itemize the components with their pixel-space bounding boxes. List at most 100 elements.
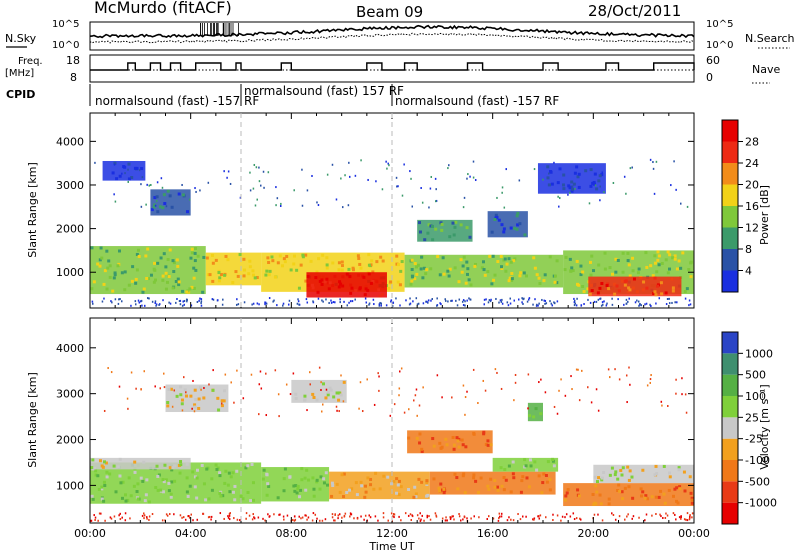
noise-cell <box>651 514 653 517</box>
data-cell <box>186 210 190 214</box>
data-cell <box>511 472 515 476</box>
data-cell <box>249 499 253 503</box>
time-axis: 00:00 04:00 08:00 12:00 16:00 20:00 00:00 <box>74 527 710 540</box>
noise-cell <box>173 389 176 392</box>
noise-cell <box>400 519 402 522</box>
data-cell <box>369 483 373 487</box>
ytick-label: 2000 <box>56 223 84 236</box>
noise-cell <box>339 298 341 301</box>
data-cell <box>340 264 344 268</box>
noise-cell <box>521 515 524 518</box>
data-cell <box>689 275 693 279</box>
data-cell <box>325 266 329 270</box>
data-cell <box>588 292 592 296</box>
noise-cell <box>156 200 158 203</box>
noise-cell <box>539 514 542 517</box>
data-cell <box>690 496 694 500</box>
power-colorbar-label: Power [dB] <box>758 185 771 245</box>
data-cell <box>186 494 190 498</box>
noise-cell <box>415 388 418 391</box>
data-cell <box>496 260 500 264</box>
data-cell <box>510 271 514 275</box>
noise-cell <box>501 186 504 189</box>
data-cell <box>246 490 250 494</box>
noise-cell <box>560 378 562 381</box>
noise-cell <box>503 206 506 209</box>
data-cell <box>283 467 287 471</box>
data-cell <box>569 269 573 273</box>
data-cell <box>613 473 617 477</box>
data-cell <box>195 496 199 500</box>
data-cell <box>423 238 427 242</box>
noise-cell <box>252 187 255 190</box>
noise-cell <box>258 413 260 416</box>
noise-cell <box>181 304 184 307</box>
noise-cell <box>660 515 662 518</box>
data-cell <box>653 276 657 280</box>
noise-cell <box>494 368 497 371</box>
noise-cell <box>601 519 604 522</box>
data-cell <box>165 280 169 284</box>
noise-cell <box>332 301 335 304</box>
noise-cell <box>182 516 185 519</box>
data-cell <box>185 290 189 294</box>
data-cell <box>103 483 107 487</box>
data-cell <box>179 385 183 389</box>
data-cell <box>266 482 270 486</box>
data-cell <box>617 483 621 487</box>
data-cell <box>382 474 386 478</box>
data-cell <box>576 488 580 492</box>
data-cell <box>499 254 503 258</box>
data-cell <box>294 484 298 488</box>
ytick-label: 4000 <box>56 342 84 355</box>
data-cell <box>123 270 127 274</box>
data-cell <box>579 264 583 268</box>
data-cell <box>417 477 421 481</box>
noise-cell <box>570 375 572 378</box>
noise-cell <box>238 519 241 522</box>
noise-cell <box>618 378 621 381</box>
data-cell <box>235 469 239 473</box>
noise-cell <box>451 396 453 399</box>
noise-cell <box>514 373 517 376</box>
data-cell <box>147 500 151 504</box>
noise-cell <box>519 518 522 521</box>
data-cell <box>512 259 516 263</box>
data-cell <box>540 491 544 495</box>
data-cell <box>153 278 157 282</box>
noise-cell <box>188 516 191 519</box>
colorbar-swatch <box>722 206 738 228</box>
data-cell <box>244 466 248 470</box>
data-cell <box>299 488 303 492</box>
noise-cell <box>670 184 672 187</box>
data-cell <box>504 269 508 273</box>
noise-cell <box>612 181 615 184</box>
data-cell <box>142 460 146 464</box>
data-cell <box>175 258 179 262</box>
noise-cell <box>444 299 447 302</box>
data-cell <box>153 203 157 207</box>
noise-cell <box>311 174 313 177</box>
data-cell <box>597 179 601 183</box>
data-cell <box>576 175 580 179</box>
noise-cell <box>533 518 535 521</box>
data-cell <box>473 264 477 268</box>
noise-cell <box>382 516 385 519</box>
noise-cell <box>460 519 462 522</box>
data-cell <box>448 267 452 271</box>
noise-cell <box>564 394 567 397</box>
data-cell <box>579 273 583 277</box>
data-cell <box>155 195 159 199</box>
noise-cell <box>631 166 633 169</box>
ytick-label: 3000 <box>56 388 84 401</box>
noise-cell <box>380 302 382 305</box>
noise-cell <box>179 299 182 302</box>
data-cell <box>439 221 443 225</box>
data-cell <box>457 445 461 449</box>
noise-cell <box>680 516 682 519</box>
data-cell <box>656 258 660 262</box>
data-cell <box>341 284 345 288</box>
data-cell <box>668 475 672 479</box>
noise-cell <box>462 299 465 302</box>
